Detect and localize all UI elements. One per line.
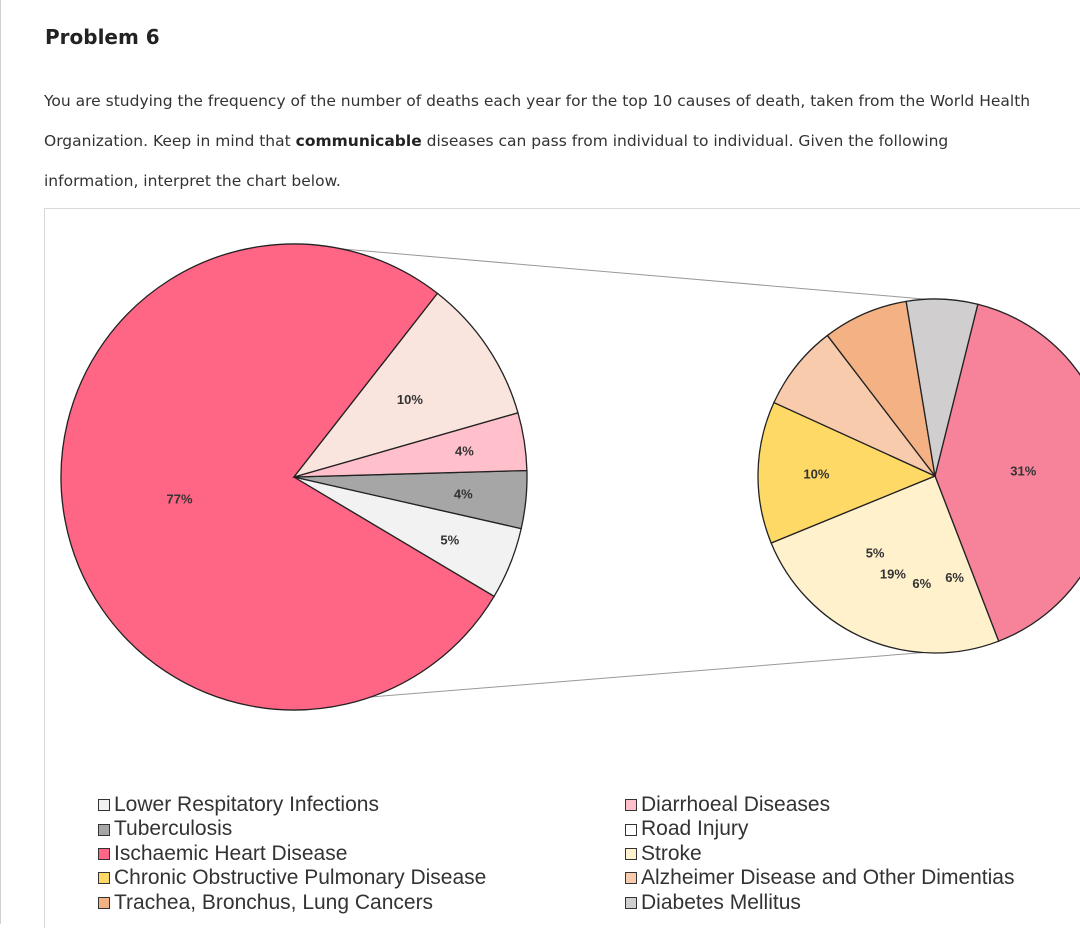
legend-swatch [98,823,110,836]
prompt-text-start: You are studying the frequency of the nu… [44,92,1031,150]
legend-swatch [98,896,110,909]
secondary-pie-label-ischaemic-heart-disease: 31% [1010,464,1036,479]
legend-label: Alzheimer Disease and Other Dimentias [641,866,1015,890]
secondary-pie-slice-ischaemic-heart-disease [934,303,1080,643]
legend-label: Stroke [641,841,702,865]
connector-line-top [285,243,926,300]
main-pie-label-tuberculosis: 4% [454,487,473,502]
main-pie-label-chronic-obstructive-pulmonary-disease: 10% [397,392,423,407]
legend-label: Chronic Obstructive Pulmonary Disease [114,866,487,890]
prompt-bold-term: communicable [295,132,422,150]
secondary-pie-label-diabetes-mellitus: 5% [866,546,885,561]
page-left-border [0,0,1,924]
legend-swatch [625,823,637,836]
legend-swatch [625,872,637,885]
legend-item-diabetes-mellitus: Diabetes Mellitus [625,891,1015,915]
main-pie-slice-ischaemic-heart-disease [60,243,496,711]
main-pie-label-ischaemic-heart-disease: 77% [166,491,192,506]
legend-swatch [625,848,637,861]
problem-title: Problem 6 [45,25,160,49]
legend-item-diarrhoeal-diseases: Diarrhoeal Diseases [625,793,1015,817]
legend-swatch [98,848,110,861]
legend-label: Trachea, Bronchus, Lung Cancers [114,890,434,914]
secondary-pie-slice-chronic-obstructive-pulmonary-disease [757,401,937,544]
legend-item-tuberculosis: Tuberculosis [98,817,486,841]
legend-label: Tuberculosis [114,817,233,841]
main-pie-label-lower-respitatory-infections: 5% [440,532,459,547]
legend-label: Lower Respitatory Infections [114,793,379,816]
main-pie-slice-chronic-obstructive-pulmonary-disease [292,292,519,479]
secondary-pie-label-alzheimer-disease-and-other-dimentias: 6% [945,570,964,585]
pie-of-pie-chart: 77% 5% 4% 4% 10% 31% 19% 10% 6% 6% 5% [60,243,1080,711]
legend-item-chronic-obstructive-pulmonary-disease: Chronic Obstructive Pulmonary Disease [98,866,486,890]
secondary-pie-label-stroke: 19% [880,567,906,582]
prompt-text-end: diseases can pass from individual to ind… [44,132,949,190]
legend-swatch [98,799,110,812]
secondary-pie-slice-diabetes-mellitus [905,298,979,477]
legend-swatch [625,896,637,909]
main-pie-label-diarrhoeal-diseases: 4% [455,444,474,459]
legend-label: Ischaemic Heart Disease [114,841,348,865]
problem-prompt: You are studying the frequency of the nu… [44,81,1044,201]
secondary-pie-label-trachea-bronchus-lung-cancers: 6% [912,576,931,591]
chart-container: 77% 5% 4% 4% 10% 31% 19% 10% 6% 6% 5% Lower Respit… [44,208,1080,928]
legend-item-stroke: Stroke [625,842,1015,866]
legend-label: Diabetes Mellitus [641,890,801,914]
legend-left-column: Lower Respitatory Infections Tuberculosis… [98,793,486,915]
legend-swatch [625,799,637,812]
connector-line-bottom [370,652,923,698]
legend-label: Road Injury [641,817,749,841]
legend-item-road-injury: Road Injury [625,817,1015,841]
legend-item-lower-respitatory-infections: Lower Respitatory Infections [98,793,486,817]
secondary-pie-label-chronic-obstructive-pulmonary-disease: 10% [803,467,829,482]
legend-right-column: Diarrhoeal Diseases Road Injury Stroke Alzh… [625,793,1015,915]
legend-item-trachea-bronchus-lung-cancers: Trachea, Bronchus, Lung Cancers [98,891,486,915]
legend-swatch [98,872,110,885]
legend-item-ischaemic-heart-disease: Ischaemic Heart Disease [98,842,486,866]
legend-item-alzheimer-disease-and-other-dimentias: Alzheimer Disease and Other Dimentias [625,866,1015,890]
legend-label: Diarrhoeal Diseases [641,793,831,816]
